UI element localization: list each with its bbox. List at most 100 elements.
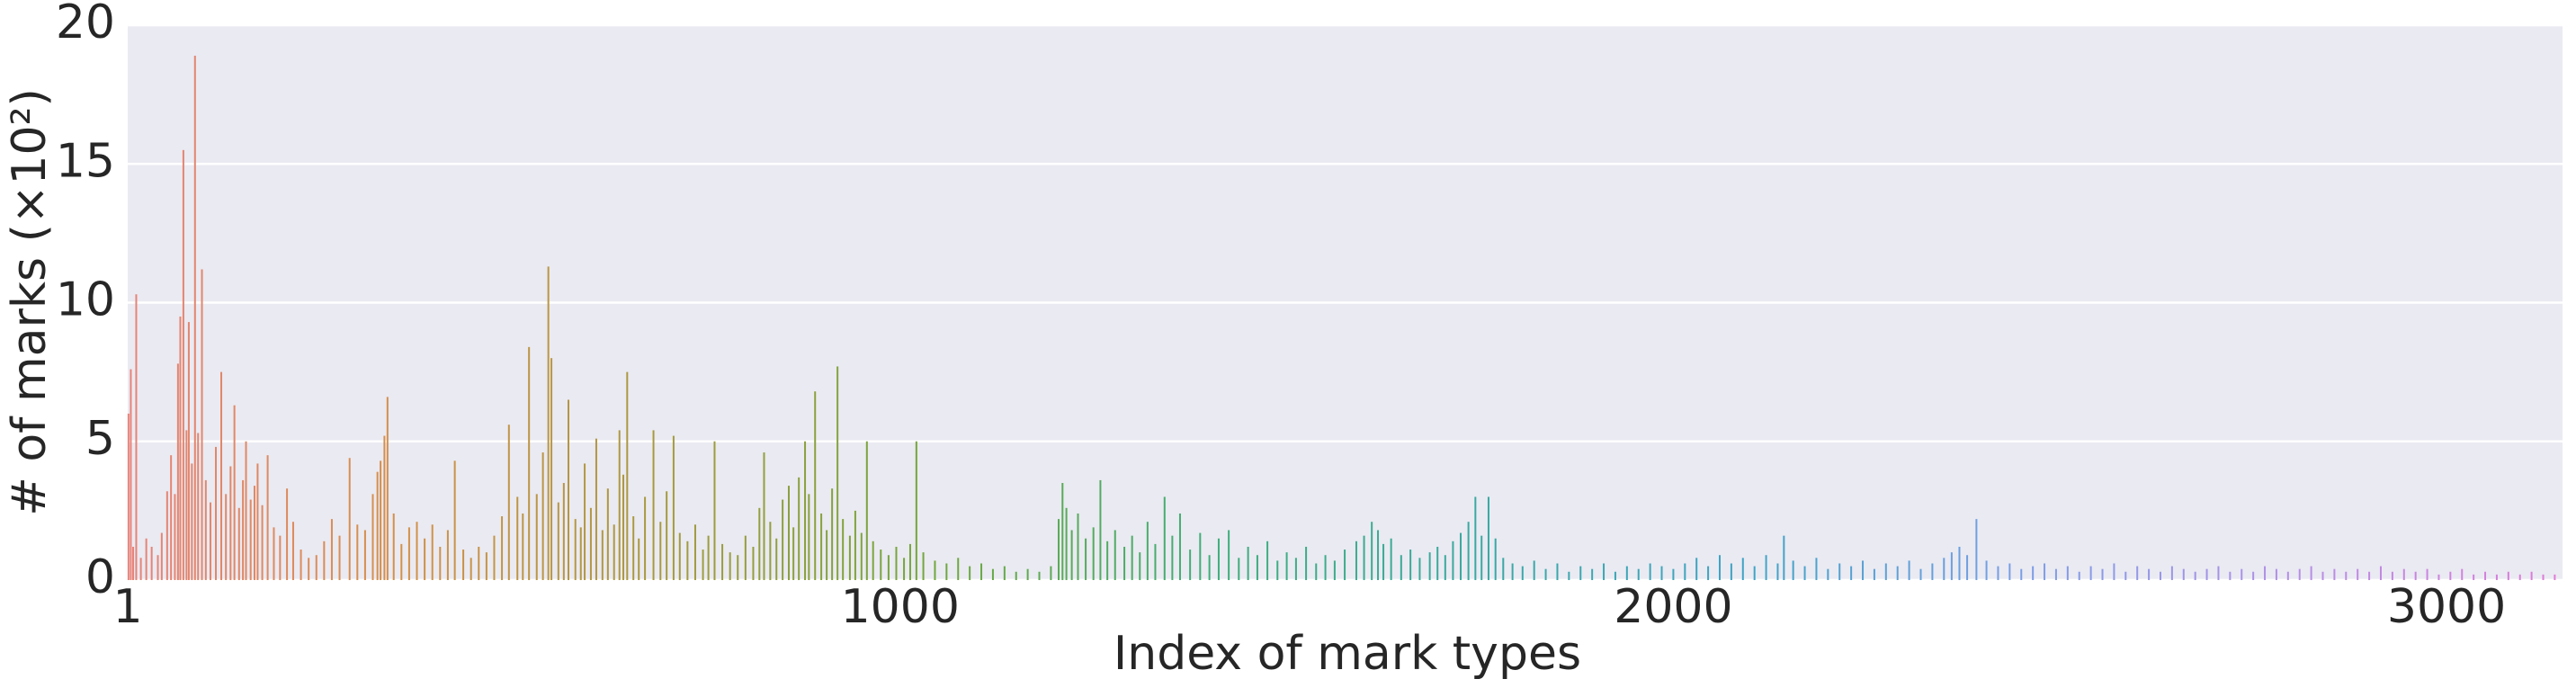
bar [606, 488, 609, 580]
bar [1418, 558, 1421, 580]
bar [1163, 496, 1166, 580]
bar [1637, 568, 1640, 580]
bar [1070, 530, 1073, 580]
bar [1873, 568, 1875, 580]
bar [831, 488, 834, 580]
bar [1533, 560, 1535, 580]
bar [2275, 568, 2277, 580]
bar [1154, 543, 1157, 580]
bar [1494, 538, 1497, 580]
bar [672, 435, 675, 580]
bar [150, 546, 153, 580]
bar [127, 413, 130, 580]
x-axis-label: Index of mark types [1114, 627, 1581, 681]
bar [1803, 566, 1806, 580]
bar [804, 441, 807, 580]
bar [547, 266, 550, 580]
bar [1776, 563, 1779, 580]
bar [1026, 568, 1029, 580]
bar [2518, 574, 2521, 580]
bar [678, 532, 681, 580]
bar [854, 510, 856, 580]
bar [1660, 566, 1663, 580]
y-tick-label: 10 [56, 273, 115, 327]
bar [644, 496, 647, 580]
bar [2089, 566, 2092, 580]
bar [363, 530, 366, 580]
bar [1765, 555, 1767, 580]
bar [1591, 568, 1594, 580]
bar [300, 550, 302, 580]
bar [1247, 546, 1249, 580]
bar [1428, 552, 1431, 580]
bar [1085, 538, 1087, 580]
bar [2391, 571, 2393, 580]
bar [380, 460, 382, 580]
bar [557, 502, 559, 580]
bar [1228, 530, 1230, 580]
bar [1333, 560, 1336, 580]
bar [1444, 555, 1446, 580]
bar [915, 441, 917, 580]
bar [666, 491, 668, 580]
bar [744, 535, 747, 580]
bar [1672, 568, 1675, 580]
bar [848, 535, 851, 580]
bar [1730, 563, 1732, 580]
bar [1783, 535, 1785, 580]
bar [2357, 568, 2359, 580]
bar [1741, 558, 1744, 580]
bar [2032, 566, 2035, 580]
bar [1985, 560, 1988, 580]
bar [323, 541, 326, 580]
bar [1131, 535, 1133, 580]
bar [2345, 571, 2348, 580]
bar [1707, 566, 1710, 580]
bar [1718, 555, 1721, 580]
bar [1146, 522, 1149, 580]
bar [2170, 566, 2173, 580]
bar [1382, 543, 1385, 580]
bar [2310, 566, 2312, 580]
bar [135, 294, 138, 580]
bar [1266, 541, 1269, 580]
bar [439, 546, 442, 580]
bar [1285, 552, 1288, 580]
bar [808, 494, 810, 580]
bar [160, 532, 163, 580]
bar [1838, 563, 1841, 580]
bar [589, 507, 592, 580]
bar [1238, 558, 1240, 580]
bar [291, 522, 294, 580]
bar [872, 541, 874, 580]
bar [1815, 558, 1818, 580]
bar [1452, 541, 1454, 580]
bar [1099, 479, 1102, 580]
bar [2148, 568, 2151, 580]
bar [1467, 522, 1470, 580]
bar [601, 530, 604, 580]
bar [1363, 535, 1365, 580]
bar [145, 538, 148, 580]
bar [1065, 507, 1068, 580]
bar [507, 424, 510, 580]
bar [1371, 522, 1373, 580]
bar [1171, 535, 1174, 580]
bar [2252, 571, 2255, 580]
bar [2542, 574, 2545, 580]
bar [622, 474, 625, 580]
bar [1684, 563, 1686, 580]
bar [193, 55, 196, 581]
bar [787, 486, 790, 580]
bar [541, 452, 544, 580]
bar [220, 371, 223, 580]
bar [1544, 568, 1547, 580]
bar [880, 550, 882, 580]
bar [501, 516, 504, 580]
bar [814, 391, 817, 580]
bar [225, 494, 228, 580]
bar [836, 366, 839, 580]
bar [2530, 571, 2533, 580]
